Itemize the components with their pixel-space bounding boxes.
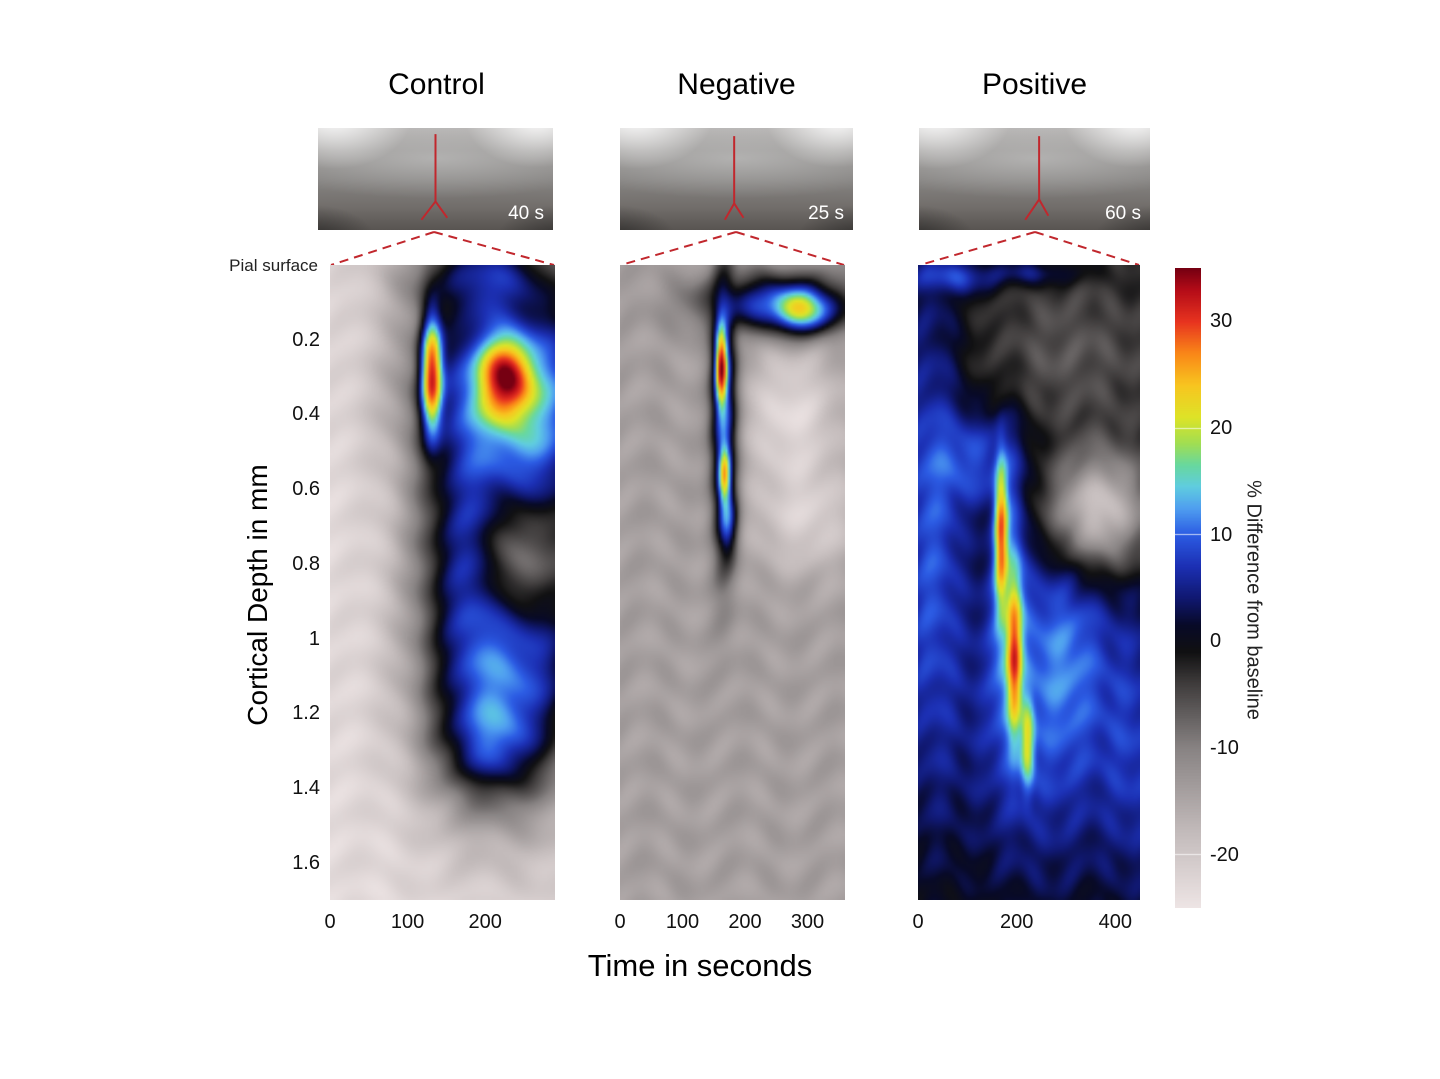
x-tick-label: 200 <box>999 911 1034 933</box>
colorbar-tick-label: 20 <box>1210 417 1233 439</box>
colorbar-tick-label: 0 <box>1210 630 1222 653</box>
colorbar-tick-label: -10 <box>1210 737 1239 759</box>
panel-title-positive: Positive <box>981 68 1088 101</box>
pial-surface-label: Pial surface <box>229 256 318 275</box>
image-timestamp-control: 40 s <box>508 203 544 224</box>
dashed-connector-icon <box>330 231 555 266</box>
dashed-connector-icon <box>620 231 845 266</box>
x-tick-label: 100 <box>390 911 425 933</box>
colorbar-tick-label: 10 <box>1210 523 1233 546</box>
x-axis-label: Time in seconds <box>587 948 813 983</box>
microscopy-image-negative: 25 s <box>620 128 853 230</box>
microscopy-image-control: 40 s <box>318 128 553 230</box>
y-tick-label: 1.4 <box>292 776 320 799</box>
slice-indicator-icon <box>318 128 553 230</box>
heatmap-positive <box>918 265 1140 900</box>
y-tick-label: 1 <box>308 627 320 650</box>
slice-indicator-icon <box>620 128 853 230</box>
y-tick-label: 0.4 <box>292 403 320 426</box>
slice-indicator-icon <box>919 128 1150 230</box>
x-tick-label: 200 <box>468 911 502 933</box>
y-tick-label: 0.6 <box>292 478 320 501</box>
x-tick-label: 0 <box>912 911 924 933</box>
image-timestamp-negative: 25 s <box>808 203 844 224</box>
colorbar-label: % Difference from baseline <box>1242 480 1265 720</box>
heatmap-control <box>330 265 555 900</box>
colorbar-tick-label: -20 <box>1210 843 1239 866</box>
x-tick-label: 200 <box>728 911 762 933</box>
panel-title-negative: Negative <box>677 68 796 101</box>
y-tick-label: 0.8 <box>292 552 320 575</box>
microscopy-image-positive: 60 s <box>919 128 1150 230</box>
panel-title-control: Control <box>388 68 485 101</box>
x-tick-label: 300 <box>790 911 825 933</box>
y-tick-label: 0.2 <box>292 328 320 351</box>
x-tick-label: 0 <box>614 911 626 933</box>
x-tick-label: 100 <box>665 911 700 933</box>
y-tick-label: 1.2 <box>292 702 320 725</box>
dashed-connector-icon <box>919 231 1140 266</box>
colorbar-gradient <box>1175 268 1201 908</box>
y-tick-label: 1.6 <box>292 851 320 874</box>
x-tick-label: 0 <box>324 911 336 933</box>
heatmap-negative <box>620 265 845 900</box>
y-axis-label: Cortical Depth in mm <box>242 464 273 726</box>
image-timestamp-positive: 60 s <box>1105 203 1141 224</box>
colorbar-tick-label: 30 <box>1210 310 1233 333</box>
x-tick-label: 400 <box>1098 911 1133 933</box>
